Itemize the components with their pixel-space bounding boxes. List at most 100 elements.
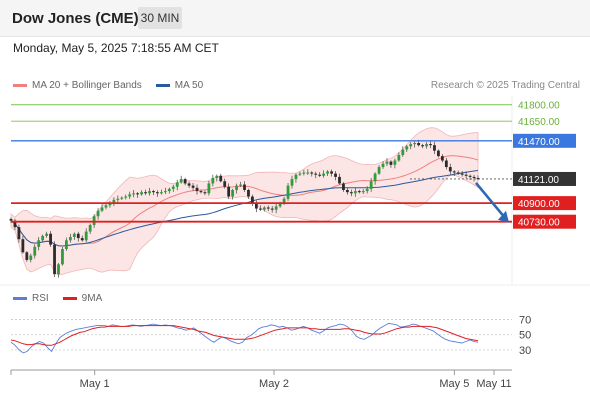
- rsi-swatch: [13, 297, 27, 300]
- candle-body: [195, 187, 199, 192]
- candle-body: [45, 233, 49, 236]
- candle-body: [25, 252, 29, 260]
- rsi-legend-label: RSI: [32, 293, 49, 304]
- candle-body: [440, 156, 444, 161]
- candle-body: [243, 184, 246, 190]
- candle-body: [203, 192, 207, 194]
- candle-body: [57, 264, 60, 275]
- candle-body: [37, 240, 41, 247]
- candle-body: [116, 198, 120, 200]
- candle-body: [349, 192, 353, 194]
- candle-body: [167, 188, 171, 192]
- candle-body: [152, 191, 155, 193]
- candle-body: [136, 193, 140, 195]
- candle-body: [472, 176, 476, 178]
- instrument-title: Dow Jones (CME): [12, 10, 139, 27]
- ma50-swatch: [155, 84, 170, 87]
- candle-body: [373, 173, 377, 182]
- rsi-level-label: 30: [519, 345, 531, 357]
- candle-body: [140, 192, 144, 195]
- candle-body: [322, 173, 326, 176]
- candle-body: [405, 146, 409, 150]
- x-tick-label: May 2: [259, 378, 289, 390]
- candle-body: [88, 224, 92, 232]
- candle-body: [96, 210, 100, 217]
- candle-body: [334, 173, 337, 177]
- candle-body: [215, 175, 219, 178]
- level-label: 41800.00: [518, 101, 560, 112]
- candle-body: [65, 240, 68, 250]
- datetime-label: Monday, May 5, 2025 7:18:55 AM CET: [13, 41, 219, 55]
- candle-body: [227, 186, 231, 197]
- candle-body: [456, 172, 460, 174]
- candle-body: [314, 173, 318, 175]
- candle-body: [100, 207, 104, 211]
- rsi-ma9-line: [10, 325, 479, 346]
- candle-body: [231, 190, 235, 197]
- level-label: 41650.00: [518, 117, 560, 128]
- candle-body: [357, 191, 361, 193]
- x-tick-label: May 1: [80, 378, 110, 390]
- candle-body: [219, 175, 223, 182]
- candle-body: [464, 174, 468, 176]
- candle-body: [326, 171, 330, 174]
- candle-body: [33, 246, 37, 256]
- candle-body: [207, 183, 211, 194]
- candle-body: [191, 185, 195, 188]
- candle-body: [132, 193, 136, 195]
- candle-body: [92, 216, 96, 225]
- candle-body: [266, 207, 270, 209]
- rsi-level-label: 50: [519, 330, 531, 342]
- candle-body: [128, 194, 132, 197]
- ma50-legend-label: MA 50: [174, 80, 204, 91]
- level-tag: [513, 171, 576, 186]
- candle-body: [294, 174, 298, 180]
- candle-body: [385, 161, 389, 164]
- candle-body: [179, 179, 183, 183]
- candle-body: [251, 196, 254, 204]
- bollinger-band: [10, 127, 479, 276]
- candle-body: [345, 190, 349, 193]
- candle-body: [310, 172, 314, 174]
- copyright-text: Research © 2025 Trading Central: [430, 80, 580, 91]
- candle-body: [318, 174, 322, 176]
- candle-body: [452, 171, 456, 173]
- candle-body: [120, 197, 124, 199]
- candle-body: [274, 206, 278, 210]
- candle-body: [270, 208, 274, 210]
- level-tag: [513, 214, 576, 229]
- candle-body: [258, 208, 262, 210]
- candle-body: [223, 181, 227, 187]
- candle-body: [409, 144, 413, 147]
- candle-body: [377, 167, 381, 174]
- timeframe-button[interactable]: 30 MIN: [138, 7, 182, 29]
- candle-body: [175, 182, 179, 187]
- candle-body: [278, 203, 282, 207]
- candle-body: [448, 167, 452, 172]
- candle-body: [417, 143, 421, 146]
- candle-body: [389, 161, 393, 165]
- candle-body: [108, 203, 112, 206]
- rsi-level-label: 70: [519, 315, 531, 327]
- ma20-legend-label: MA 20 + Bollinger Bands: [32, 80, 142, 91]
- candle-body: [144, 192, 147, 194]
- candle-body: [421, 145, 424, 147]
- candle-body: [338, 176, 341, 184]
- candle-body: [429, 144, 432, 146]
- candle-body: [290, 179, 294, 186]
- header-bar: [0, 0, 590, 37]
- rsi-line: [10, 322, 479, 354]
- candle-body: [53, 244, 56, 275]
- ma9-legend-label: 9MA: [81, 293, 103, 304]
- candle-body: [468, 175, 472, 177]
- price-legend: MA 20 + Bollinger Bands MA 50: [13, 80, 203, 91]
- candle-body: [68, 237, 72, 241]
- candle-body: [148, 191, 151, 194]
- x-tick-label: May 11: [476, 378, 511, 390]
- ma9-swatch: [62, 297, 77, 300]
- candle-body: [401, 149, 405, 156]
- x-tick-label: May 5: [439, 378, 469, 390]
- rsi-legend: RSI 9MA: [13, 293, 102, 304]
- candle-body: [282, 198, 286, 204]
